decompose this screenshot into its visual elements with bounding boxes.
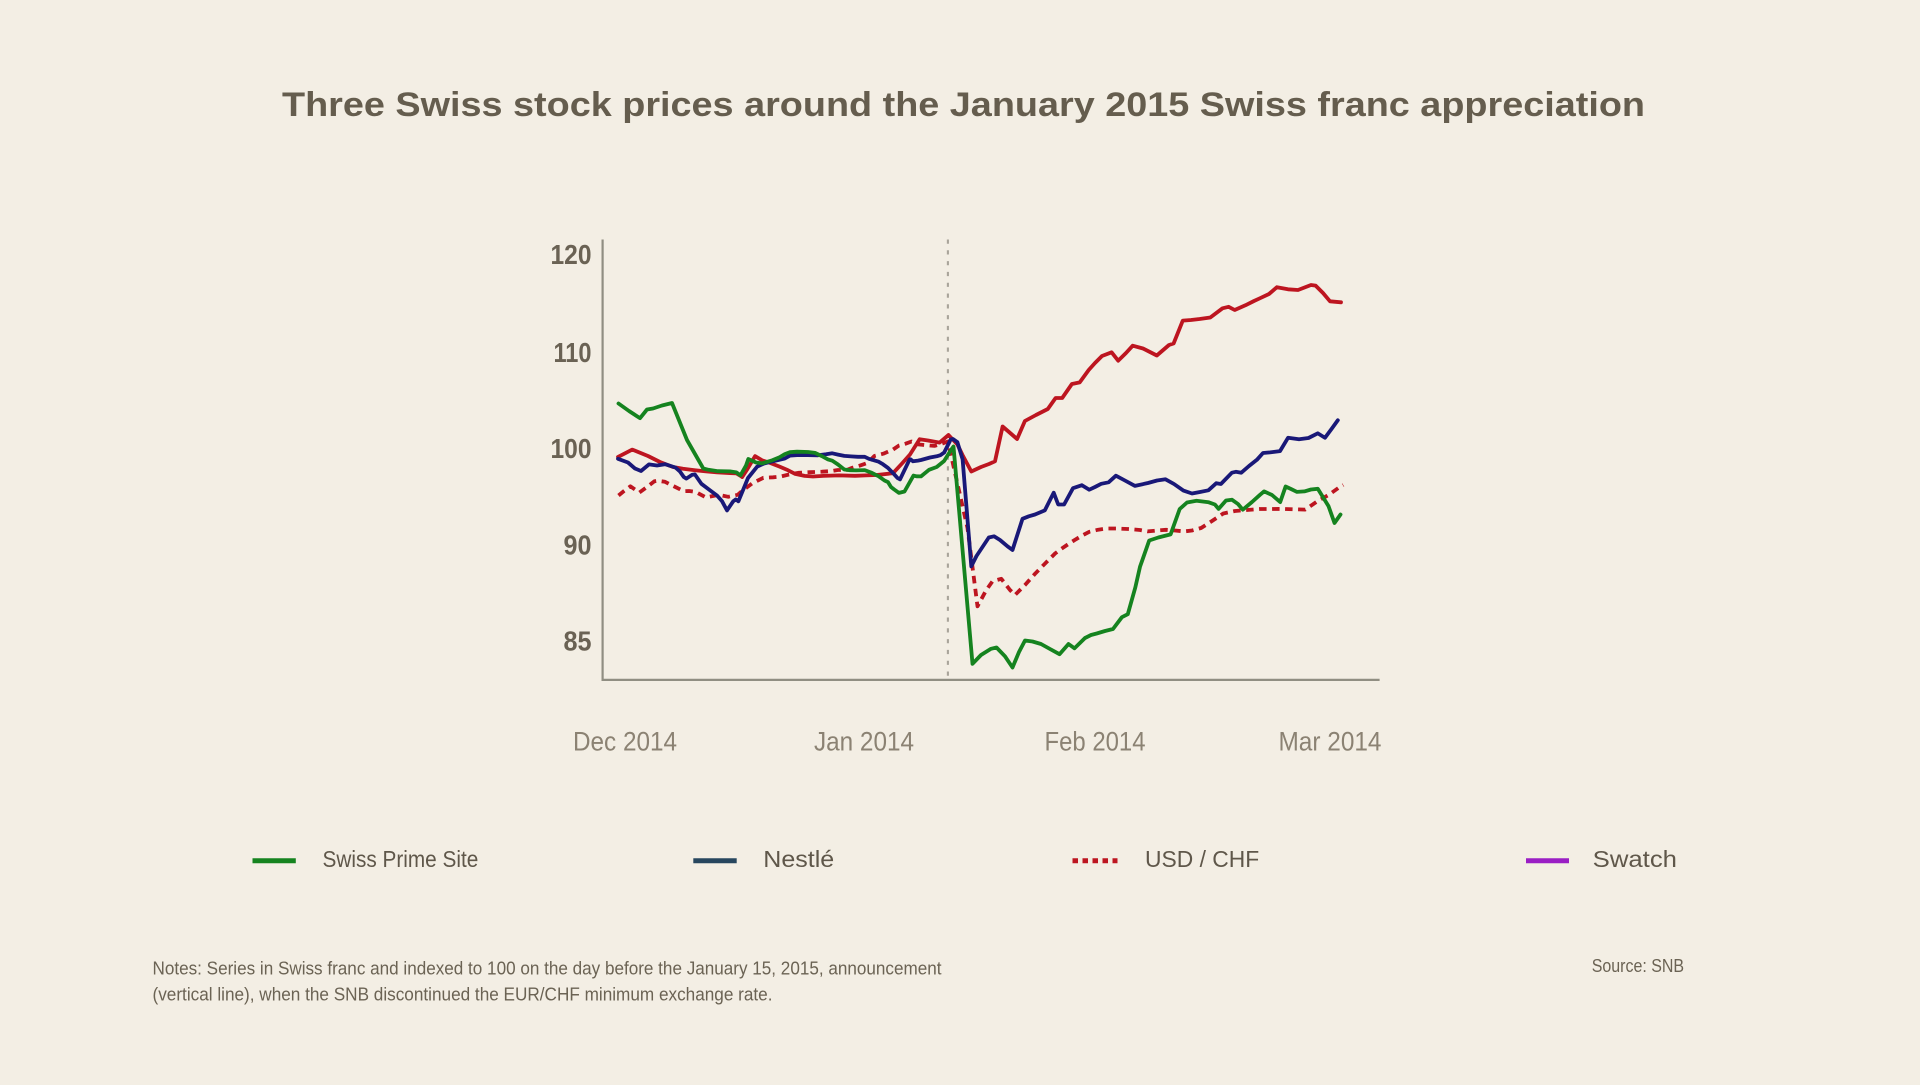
svg-text:(vertical line), when the SNB: (vertical line), when the SNB discontinu… bbox=[153, 984, 773, 1005]
svg-text:Nestlé: Nestlé bbox=[763, 846, 834, 872]
svg-text:Notes: Series in Swiss franc a: Notes: Series in Swiss franc and indexed… bbox=[153, 958, 942, 979]
svg-text:120: 120 bbox=[551, 239, 592, 270]
svg-text:Jan 2014: Jan 2014 bbox=[814, 727, 914, 757]
svg-text:Source: SNB: Source: SNB bbox=[1592, 955, 1684, 976]
svg-text:110: 110 bbox=[554, 337, 592, 368]
svg-text:100: 100 bbox=[551, 433, 592, 464]
svg-text:Dec 2014: Dec 2014 bbox=[573, 727, 677, 757]
svg-text:85: 85 bbox=[564, 625, 592, 656]
svg-text:Mar 2014: Mar 2014 bbox=[1279, 727, 1382, 757]
svg-text:Feb 2014: Feb 2014 bbox=[1045, 727, 1146, 757]
svg-text:Swiss Prime Site: Swiss Prime Site bbox=[323, 846, 479, 872]
svg-text:Three Swiss stock prices aroun: Three Swiss stock prices around the Janu… bbox=[282, 86, 1645, 124]
svg-text:Swatch: Swatch bbox=[1593, 846, 1677, 872]
svg-text:90: 90 bbox=[564, 530, 592, 561]
svg-text:USD / CHF: USD / CHF bbox=[1145, 846, 1259, 872]
